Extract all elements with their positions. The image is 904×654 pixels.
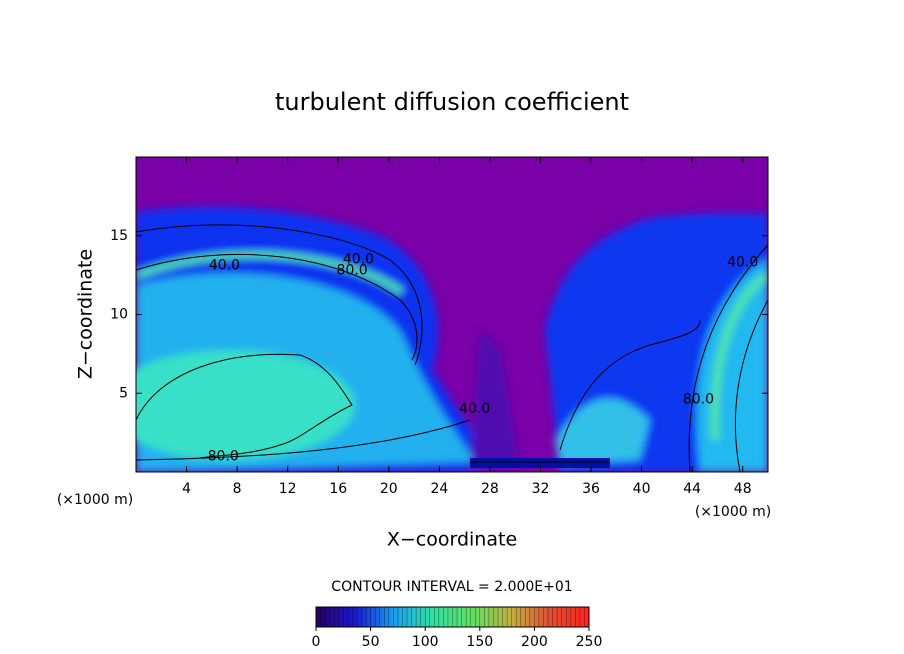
- x-tick-label: 44: [683, 481, 701, 497]
- chart-title: turbulent diffusion coefficient: [275, 88, 629, 116]
- x-tick-label: 36: [582, 481, 600, 497]
- contour-label: 40.0: [209, 258, 240, 274]
- x-tick-label: 4: [182, 481, 191, 497]
- y-tick-label: 10: [110, 307, 128, 323]
- y-tick-label: 15: [110, 228, 128, 244]
- field-shading: [136, 207, 768, 472]
- contour-label: 40.0: [343, 251, 374, 267]
- y-axis-label: Z−coordinate: [75, 249, 97, 379]
- x-tick-label: 48: [734, 481, 752, 497]
- contour-lines: [136, 224, 768, 472]
- x-tick-label: 20: [380, 481, 398, 497]
- contour-label: 80.0: [337, 262, 368, 278]
- x-tick-label: 24: [430, 481, 448, 497]
- colorbar-tick-label: 0: [312, 634, 321, 650]
- contour-interval: CONTOUR INTERVAL = 2.000E+01: [331, 579, 572, 595]
- colorbar-tick-label: 150: [466, 634, 493, 650]
- contour-label: 80.0: [208, 448, 239, 464]
- x-tick-label: 16: [329, 481, 347, 497]
- x-unit-label: (×1000 m): [695, 504, 771, 520]
- x-tick-label: 40: [633, 481, 651, 497]
- x-tick-label: 32: [532, 481, 550, 497]
- x-unit-label: (×1000 m): [57, 492, 133, 508]
- contour-label: 40.0: [459, 401, 490, 417]
- y-tick-label: 5: [119, 385, 128, 401]
- contour-label: 80.0: [683, 392, 714, 408]
- x-tick-label: 12: [279, 481, 297, 497]
- field: [136, 157, 768, 472]
- x-tick-label: 8: [233, 481, 242, 497]
- x-axis-label: X−coordinate: [387, 529, 517, 551]
- colorbar-tick-label: 200: [521, 634, 548, 650]
- contour-label: 40.0: [727, 255, 758, 271]
- colorbar-tick-label: 100: [412, 634, 439, 650]
- colorbar-tick-label: 250: [576, 634, 603, 650]
- field-strip: [470, 458, 610, 468]
- x-tick-label: 28: [481, 481, 499, 497]
- colorbar-tick-label: 50: [362, 634, 380, 650]
